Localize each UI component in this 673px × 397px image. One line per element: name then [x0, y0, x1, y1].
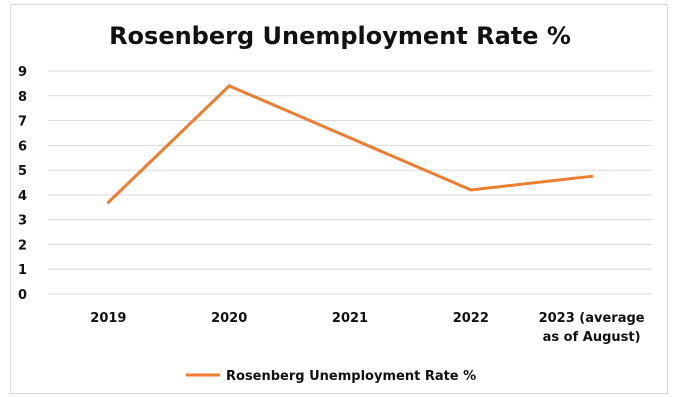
data-point — [106, 200, 110, 204]
x-tick-label: 2022 — [453, 311, 489, 326]
y-axis-ticks: 0 1 2 3 4 5 6 7 8 9 — [18, 65, 27, 303]
y-tick-label: 1 — [18, 263, 27, 278]
y-tick-label: 9 — [18, 65, 27, 80]
y-tick-label: 2 — [18, 238, 27, 253]
y-tick-label: 0 — [18, 288, 27, 303]
x-tick-label-line: 2019 — [90, 311, 126, 326]
y-tick-label: 6 — [18, 139, 27, 154]
x-tick-label: 2021 — [332, 311, 368, 326]
legend-label: Rosenberg Unemployment Rate % — [226, 369, 476, 384]
series-line-0 — [106, 84, 594, 204]
y-tick-label: 3 — [18, 214, 27, 229]
x-tick-label-line: as of August) — [543, 330, 641, 345]
x-tick-label: 2019 — [90, 311, 126, 326]
data-point — [469, 188, 473, 192]
y-tick-label: 7 — [18, 115, 27, 130]
gridlines — [48, 70, 652, 295]
series-layer — [106, 84, 594, 204]
x-tick-label-line: 2021 — [332, 311, 368, 326]
y-tick-label: 5 — [18, 164, 27, 179]
x-tick-label-line: 2020 — [211, 311, 247, 326]
x-axis-ticks: 2019 2020 2021 2022 2023 (average as of Augus… — [90, 311, 644, 345]
data-point — [227, 84, 231, 88]
data-point — [348, 136, 352, 140]
x-tick-label: 2020 — [211, 311, 247, 326]
legend: Rosenberg Unemployment Rate % — [186, 369, 476, 384]
x-tick-label: 2023 (average as of August) — [539, 311, 645, 345]
data-point — [590, 174, 594, 178]
y-tick-label: 4 — [18, 189, 27, 204]
chart-frame — [10, 4, 668, 394]
x-tick-label-line: 2023 (average — [539, 311, 645, 326]
x-tick-label-line: 2022 — [453, 311, 489, 326]
y-tick-label: 8 — [18, 90, 27, 105]
chart-title: Rosenberg Unemployment Rate % — [109, 22, 571, 50]
